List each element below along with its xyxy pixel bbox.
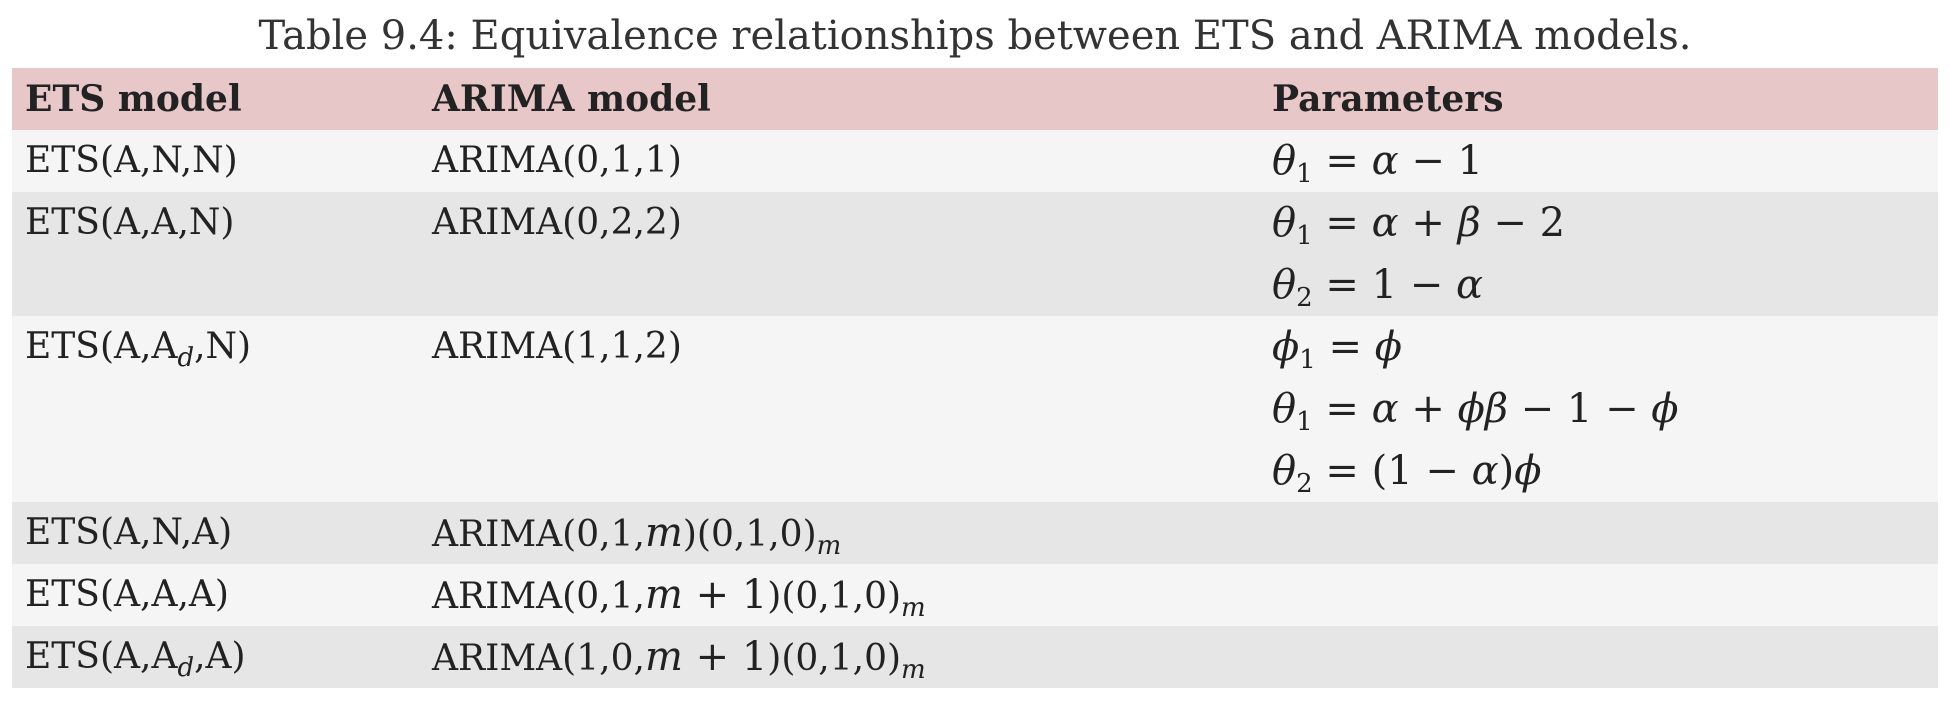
- table-row: ETS(A,N,N) ARIMA(0,1,1) θ1 = α − 1: [12, 130, 1938, 192]
- arima-model-text: ARIMA(1,0,m + 1)(0,1,0)m: [432, 634, 926, 685]
- ets-model-cell: ETS(A,Ad,N): [12, 316, 419, 502]
- parameter-equation: θ2 = (1 − α)ϕ: [1272, 448, 1542, 499]
- ets-model-text: ETS(A,N,N): [25, 140, 238, 181]
- ets-model-cell: ETS(A,Ad,A): [12, 626, 419, 688]
- ets-model-text: ETS(A,Ad,A): [25, 636, 246, 683]
- table-row: ETS(A,A,A) ARIMA(0,1,m + 1)(0,1,0)m: [12, 564, 1938, 626]
- table-row: ETS(A,A,N) ARIMA(0,2,2) θ1 = α + β − 2 θ2 =…: [12, 192, 1938, 316]
- table-row: ETS(A,N,A) ARIMA(0,1,m)(0,1,0)m: [12, 502, 1938, 564]
- parameter-equation: θ1 = α − 1: [1272, 138, 1484, 189]
- parameters-cell: θ1 = α − 1: [1259, 130, 1938, 192]
- ets-model-cell: ETS(A,A,N): [12, 192, 419, 316]
- ets-model-text: ETS(A,Ad,N): [25, 326, 252, 373]
- header-arima-model: ARIMA model: [432, 78, 711, 120]
- parameters-cell: [1259, 626, 1938, 688]
- arima-model-text: ARIMA(0,2,2): [432, 202, 682, 243]
- arima-model-text: ARIMA(1,1,2): [432, 326, 682, 367]
- parameter-empty: [1272, 502, 1938, 564]
- parameters-cell: [1259, 564, 1938, 626]
- header-ets-model: ETS model: [25, 78, 242, 120]
- ets-model-cell: ETS(A,N,N): [12, 130, 419, 192]
- table-caption: Table 9.4: Equivalence relationships bet…: [258, 13, 1692, 59]
- parameter-empty: [1272, 626, 1938, 688]
- arima-model-cell: ARIMA(0,1,m)(0,1,0)m: [419, 502, 1259, 564]
- ets-model-cell: ETS(A,N,A): [12, 502, 419, 564]
- parameters-cell: θ1 = α + β − 2 θ2 = 1 − α: [1259, 192, 1938, 316]
- table-row: ETS(A,Ad,A) ARIMA(1,0,m + 1)(0,1,0)m: [12, 626, 1938, 688]
- arima-model-text: ARIMA(0,1,m)(0,1,0)m: [432, 510, 842, 561]
- arima-model-cell: ARIMA(0,2,2): [419, 192, 1259, 316]
- arima-model-cell: ARIMA(0,1,1): [419, 130, 1259, 192]
- equivalence-table: ETS model ARIMA model Parameters ETS(A,N…: [12, 68, 1938, 688]
- parameter-equation: θ2 = 1 − α: [1272, 262, 1483, 313]
- parameter-equation: ϕ1 = ϕ: [1272, 324, 1403, 375]
- arima-model-cell: ARIMA(1,1,2): [419, 316, 1259, 502]
- arima-model-cell: ARIMA(1,0,m + 1)(0,1,0)m: [419, 626, 1259, 688]
- parameter-equation: θ1 = α + β − 2: [1272, 200, 1566, 251]
- header-parameters: Parameters: [1272, 78, 1504, 120]
- parameter-equation: θ1 = α + ϕβ − 1 − ϕ: [1272, 386, 1679, 437]
- ets-model-text: ETS(A,N,A): [25, 512, 233, 553]
- parameter-empty: [1272, 564, 1938, 626]
- ets-model-text: ETS(A,A,N): [25, 202, 235, 243]
- arima-model-cell: ARIMA(0,1,m + 1)(0,1,0)m: [419, 564, 1259, 626]
- parameters-cell: ϕ1 = ϕ θ1 = α + ϕβ − 1 − ϕ θ2 = (1 − α)ϕ: [1259, 316, 1938, 502]
- arima-model-text: ARIMA(0,1,m + 1)(0,1,0)m: [432, 572, 926, 623]
- ets-model-cell: ETS(A,A,A): [12, 564, 419, 626]
- table-container: Table 9.4: Equivalence relationships bet…: [12, 8, 1938, 688]
- table-header-row: ETS model ARIMA model Parameters: [12, 68, 1938, 130]
- ets-model-text: ETS(A,A,A): [25, 574, 229, 615]
- table-row: ETS(A,Ad,N) ARIMA(1,1,2) ϕ1 = ϕ θ1 = α + ϕβ…: [12, 316, 1938, 502]
- arima-model-text: ARIMA(0,1,1): [432, 140, 682, 181]
- parameters-cell: [1259, 502, 1938, 564]
